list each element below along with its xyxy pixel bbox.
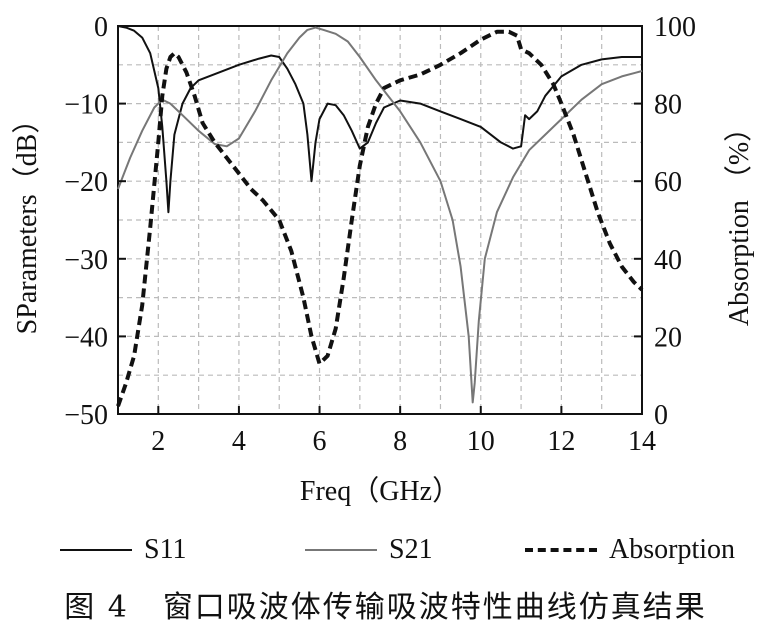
y-left-tick-label: −50 bbox=[64, 400, 108, 431]
grid-lines bbox=[118, 26, 642, 414]
legend-item-s21: S21 bbox=[305, 530, 433, 570]
y-left-tick-label: 0 bbox=[94, 12, 108, 43]
x-tick-label: 8 bbox=[393, 426, 407, 457]
y-right-tick-label: 80 bbox=[654, 90, 682, 121]
legend-swatch-absorption bbox=[525, 548, 597, 552]
y-right-tick-label: 40 bbox=[654, 245, 682, 276]
legend-item-absorption: Absorption bbox=[525, 530, 735, 570]
legend-swatch-s21 bbox=[305, 549, 377, 551]
y-left-tick-label: −10 bbox=[64, 90, 108, 121]
legend-label-s11: S11 bbox=[144, 534, 187, 565]
x-tick-label: 14 bbox=[628, 426, 656, 457]
legend-item-s11: S11 bbox=[60, 530, 187, 570]
x-axis-title: Freq（GHz） bbox=[300, 475, 460, 507]
x-tick-label: 10 bbox=[467, 426, 495, 457]
x-tick-label: 2 bbox=[151, 426, 165, 457]
legend: S11 S21 Absorption bbox=[60, 530, 760, 570]
y-right-tick-label: 0 bbox=[654, 400, 668, 431]
x-tick-label: 4 bbox=[232, 426, 246, 457]
y-left-tick-label: −20 bbox=[64, 167, 108, 198]
series-line-s21 bbox=[117, 26, 643, 404]
x-tick-label: 12 bbox=[547, 426, 575, 457]
legend-label-s21: S21 bbox=[389, 534, 433, 565]
legend-label-absorption: Absorption bbox=[609, 534, 735, 565]
figure-caption-text: 窗口吸波体传输吸波特性曲线仿真结果 bbox=[162, 590, 707, 625]
plot-frame bbox=[117, 25, 643, 415]
y-left-tick-label: −40 bbox=[64, 322, 108, 353]
x-tick-label: 6 bbox=[313, 426, 327, 457]
y-right-tick-label: 60 bbox=[654, 167, 682, 198]
figure-number: 图 4 bbox=[64, 590, 129, 625]
series-line-s11 bbox=[117, 25, 642, 214]
series-layer bbox=[116, 25, 644, 407]
legend-swatch-s11 bbox=[60, 549, 132, 551]
y-right-axis-title: Absorption （%） bbox=[723, 114, 755, 326]
y-left-axis-title: SParameters（dB） bbox=[11, 106, 43, 335]
series-line-absorption bbox=[116, 29, 644, 407]
y-right-tick-label: 20 bbox=[654, 322, 682, 353]
y-right-tick-label: 100 bbox=[654, 12, 696, 43]
y-left-tick-label: −30 bbox=[64, 245, 108, 276]
figure-caption: 图 4 窗口吸波体传输吸波特性曲线仿真结果 bbox=[0, 582, 771, 626]
